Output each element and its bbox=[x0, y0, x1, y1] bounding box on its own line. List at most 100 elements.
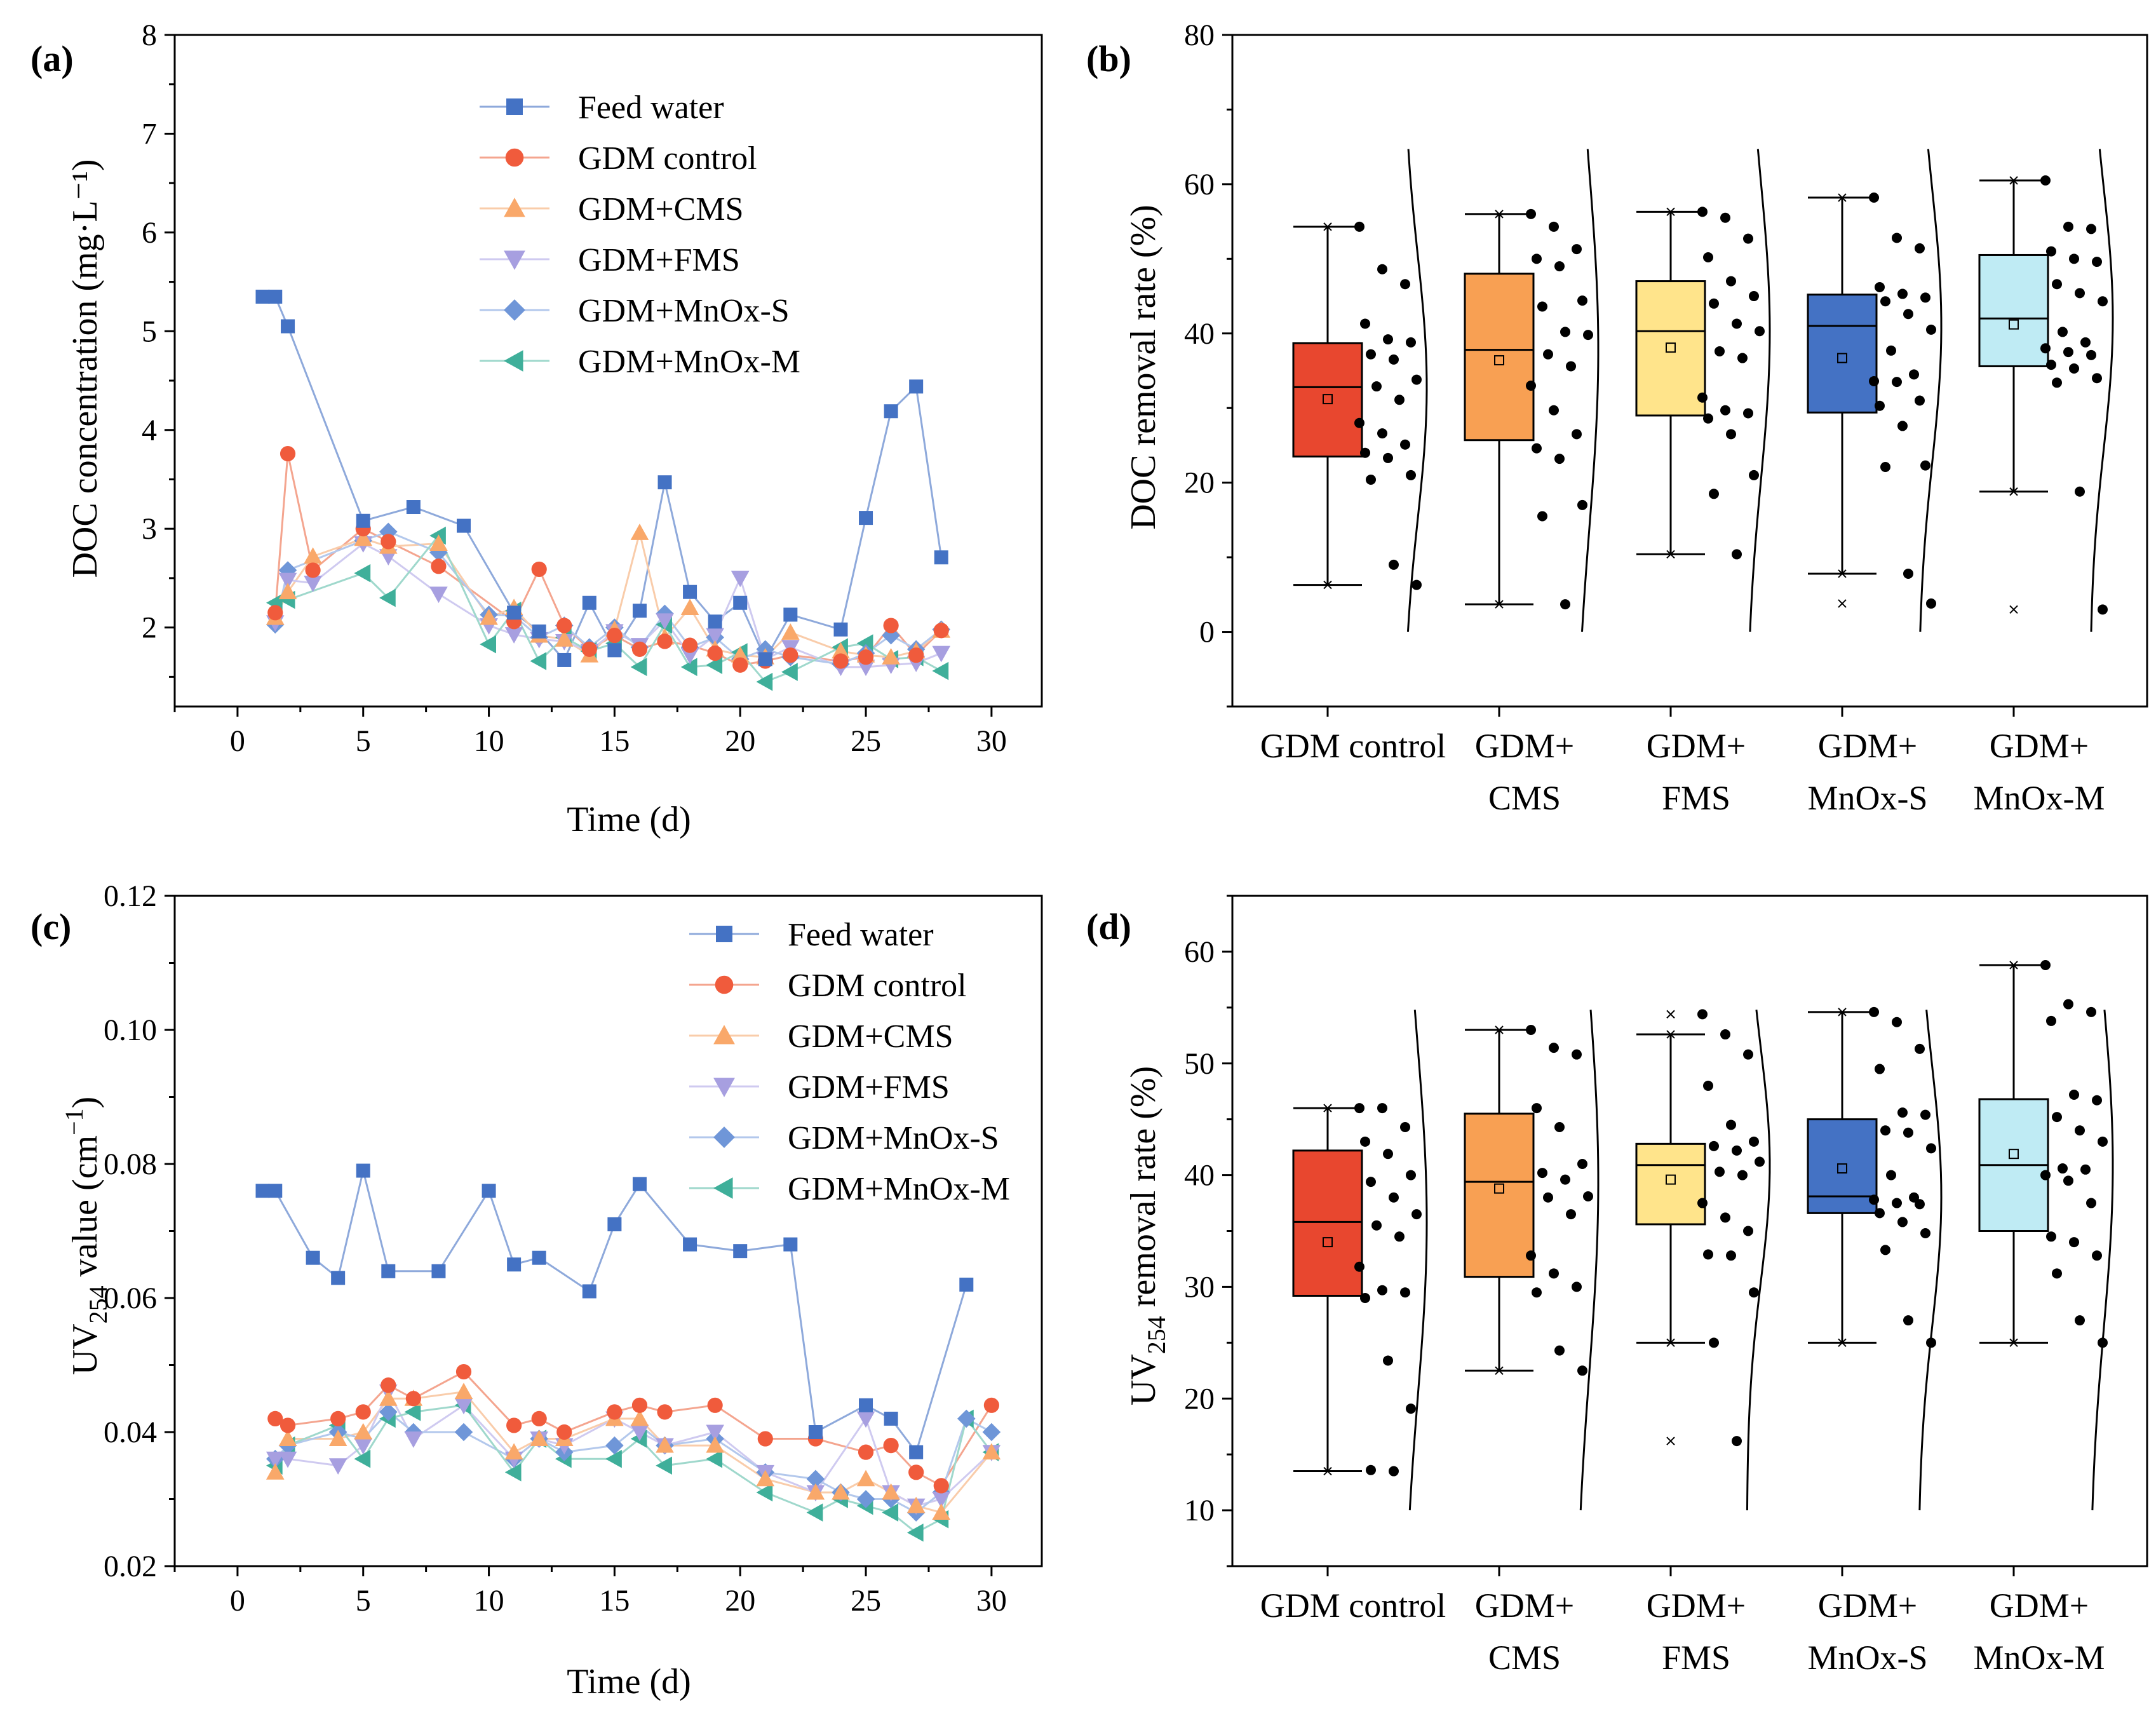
data-point bbox=[1366, 1464, 1376, 1475]
y-tick-label: 20 bbox=[1184, 466, 1215, 500]
data-point bbox=[1389, 354, 1399, 365]
data-point bbox=[1909, 369, 1919, 380]
data-point bbox=[1577, 1365, 1587, 1376]
y-tick-label: 3 bbox=[142, 512, 157, 546]
data-point bbox=[1915, 395, 1925, 406]
data-point bbox=[2080, 337, 2091, 348]
data-point bbox=[2052, 279, 2062, 290]
data-point-series-2 bbox=[882, 647, 900, 665]
data-point-series-0 bbox=[268, 1184, 283, 1198]
data-point bbox=[1412, 579, 1422, 590]
mean-marker bbox=[1666, 342, 1676, 353]
data-point bbox=[1383, 1149, 1393, 1160]
data-point-series-1 bbox=[908, 647, 924, 663]
data-point-series-5 bbox=[504, 1463, 522, 1482]
data-point bbox=[1869, 193, 1879, 203]
x-tick-label: 25 bbox=[851, 724, 881, 758]
data-point-series-2 bbox=[781, 623, 800, 640]
data-point bbox=[2098, 296, 2108, 307]
data-point bbox=[1880, 296, 1890, 307]
data-point bbox=[1537, 511, 1547, 522]
y-tick-label: 50 bbox=[1184, 1047, 1215, 1081]
panel-d-label: (d) bbox=[1086, 906, 1131, 947]
data-point-series-2 bbox=[454, 1383, 473, 1400]
data-point bbox=[2069, 1237, 2079, 1248]
extreme-marker bbox=[1495, 1025, 1504, 1034]
category-label-line1: GDM control bbox=[1260, 1586, 1446, 1625]
distribution-curve bbox=[1406, 149, 1428, 632]
data-point bbox=[1383, 334, 1393, 345]
y-tick-label: 40 bbox=[1184, 317, 1215, 351]
category-label-line1: GDM+ bbox=[1990, 727, 2089, 765]
data-point-series-5 bbox=[806, 1503, 823, 1522]
data-point-series-2 bbox=[278, 1430, 297, 1446]
data-point-series-0 bbox=[783, 1237, 798, 1252]
distribution-curve bbox=[1579, 1010, 1600, 1511]
y-tick-label: 0.02 bbox=[104, 1550, 157, 1583]
panel-a-label: (a) bbox=[30, 38, 74, 79]
data-point-series-0 bbox=[683, 585, 697, 599]
data-point-series-0 bbox=[268, 289, 283, 304]
data-point bbox=[1360, 1136, 1370, 1147]
data-point-series-0 bbox=[532, 624, 546, 639]
data-point bbox=[1726, 1119, 1736, 1130]
data-point-series-1 bbox=[908, 1464, 924, 1480]
data-point-series-0 bbox=[683, 1237, 697, 1252]
data-point bbox=[1554, 454, 1565, 464]
data-point-series-4 bbox=[856, 1490, 875, 1508]
data-point bbox=[1572, 1049, 1582, 1060]
data-point bbox=[1526, 1250, 1536, 1261]
panel-b-y-axis-label: DOC removal rate (%) bbox=[1124, 205, 1163, 530]
category-label-line1: GDM+ bbox=[1647, 1586, 1746, 1625]
data-point bbox=[1926, 324, 1936, 335]
data-point bbox=[1526, 1025, 1536, 1035]
y-tick-label: 2 bbox=[142, 611, 157, 645]
data-point-series-2 bbox=[354, 1423, 373, 1440]
x-tick-label: 5 bbox=[356, 1584, 371, 1618]
y-tick-label: 5 bbox=[142, 314, 157, 348]
data-point bbox=[1406, 337, 1416, 348]
legend-marker-3 bbox=[713, 1078, 735, 1097]
data-point bbox=[1371, 1220, 1382, 1231]
y-tick-label: 0.04 bbox=[104, 1416, 157, 1449]
data-point-series-2 bbox=[882, 1483, 900, 1500]
data-point-series-1 bbox=[933, 623, 949, 639]
data-point bbox=[1543, 1192, 1553, 1203]
data-point bbox=[1360, 318, 1370, 329]
data-point-series-5 bbox=[480, 635, 497, 654]
data-point bbox=[1406, 1403, 1416, 1414]
data-point-series-0 bbox=[406, 500, 421, 515]
panel-b-category-labels: GDM control GDM+ CMS GDM+ FMS GDM+ MnOx-S GDM+ M… bbox=[1260, 727, 2105, 817]
x-tick-label: 10 bbox=[474, 724, 504, 758]
category-label-line2: MnOx-S bbox=[1807, 1639, 1927, 1677]
legend-marker-5 bbox=[504, 350, 523, 372]
extreme-marker bbox=[1495, 210, 1504, 219]
data-point-series-1 bbox=[305, 562, 321, 578]
data-point bbox=[1572, 244, 1582, 255]
data-point bbox=[1720, 212, 1730, 223]
data-point bbox=[1366, 474, 1376, 485]
x-tick-label: 15 bbox=[599, 724, 630, 758]
data-point bbox=[1371, 381, 1382, 392]
data-point bbox=[1909, 1192, 1919, 1203]
data-point-series-2 bbox=[832, 1483, 850, 1500]
data-point bbox=[1354, 221, 1364, 232]
data-point bbox=[1554, 1121, 1565, 1132]
legend-label: GDM+MnOx-M bbox=[788, 1171, 1010, 1207]
legend-label: GDM+MnOx-S bbox=[578, 293, 790, 329]
data-point bbox=[1903, 1315, 1913, 1326]
category-label-line1: GDM+ bbox=[1475, 1586, 1574, 1625]
panel-c-legend: Feed water GDM control GDM+CMS GDM+FMS GDM+M… bbox=[689, 917, 1010, 1207]
data-point-series-3 bbox=[680, 647, 699, 665]
x-tick-label: 20 bbox=[725, 724, 755, 758]
data-point-series-0 bbox=[733, 1244, 748, 1259]
x-tick-label: 15 bbox=[599, 1584, 630, 1618]
category-label-line2: FMS bbox=[1662, 1639, 1730, 1677]
panel-a-series bbox=[255, 289, 951, 691]
data-point-series-0 bbox=[557, 653, 572, 667]
data-point bbox=[1554, 261, 1565, 272]
distribution-curve bbox=[1408, 1010, 1428, 1511]
data-point bbox=[1726, 429, 1736, 440]
data-point bbox=[1709, 1140, 1719, 1151]
data-point bbox=[1875, 1064, 1885, 1074]
